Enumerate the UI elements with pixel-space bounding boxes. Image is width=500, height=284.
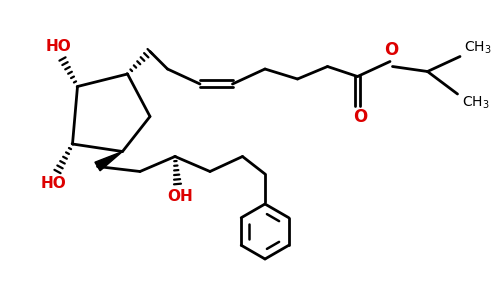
Text: O: O [384, 41, 398, 60]
Text: OH: OH [167, 189, 193, 204]
Text: HO: HO [40, 176, 66, 191]
Text: CH$_3$: CH$_3$ [462, 95, 489, 111]
Text: CH$_3$: CH$_3$ [464, 39, 491, 56]
Text: HO: HO [46, 39, 72, 54]
Polygon shape [95, 151, 122, 171]
Text: O: O [353, 108, 367, 126]
